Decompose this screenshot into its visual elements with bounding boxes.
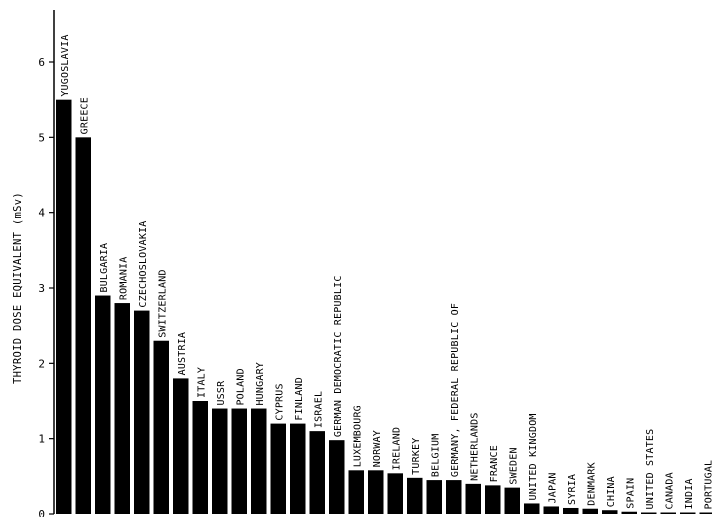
bar: [95, 295, 111, 514]
bar-label: TURKEY: [411, 438, 422, 475]
bar-label: SYRIA: [567, 474, 578, 505]
bar-label: GERMAN DEMOCRATIC REPUBLIC: [333, 275, 344, 437]
bar: [329, 440, 345, 514]
bar-label: SWEDEN: [508, 447, 519, 484]
bar: [641, 512, 657, 514]
bar-label: DENMARK: [586, 462, 597, 506]
bar: [114, 303, 130, 514]
bars: [56, 99, 712, 515]
bar: [699, 512, 712, 514]
bar-label: UNITED STATES: [645, 429, 656, 510]
bar: [75, 137, 91, 515]
y-tick-label: 4: [38, 207, 45, 220]
bar-label: FRANCE: [489, 445, 500, 482]
bar-label: HUNGARY: [255, 362, 266, 406]
bar: [153, 340, 169, 514]
y-tick-label: 2: [38, 357, 45, 370]
bar: [212, 408, 228, 514]
bar-label: USSR: [216, 380, 227, 406]
bar: [368, 470, 384, 514]
bar: [582, 508, 598, 514]
bar: [231, 408, 247, 514]
bar-label: GERMANY, FEDERAL REPUBLIC OF: [450, 303, 461, 477]
bar-labels: YUGOSLAVIA GREECE BULGARIA ROMANIA CZECHOSLO…: [60, 34, 712, 509]
bar-label: JAPAN: [547, 472, 558, 503]
bar: [485, 485, 501, 514]
y-axis-title: THYROID DOSE EQUIVALENT (mSv): [12, 192, 24, 384]
bar-label: LUXEMBOURG: [352, 405, 363, 467]
bar-label: AUSTRIA: [177, 332, 188, 376]
bar-label: SWITZERLAND: [157, 269, 168, 337]
bar-label: SPAIN: [625, 478, 636, 509]
bar: [680, 512, 696, 514]
bar: [134, 310, 150, 514]
bar-label: PORTUGAL: [703, 460, 712, 510]
bar-label: INDIA: [684, 478, 695, 509]
bar-label: UNITED KINGDOM: [528, 413, 539, 500]
bar: [465, 483, 481, 514]
bar: [543, 506, 559, 514]
bar: [602, 510, 618, 514]
y-tick-label: 6: [38, 56, 45, 69]
bar: [524, 503, 540, 514]
bar-label: NORWAY: [372, 430, 383, 467]
bar: [192, 401, 208, 514]
bar: [270, 423, 286, 514]
y-tick-label: 5: [38, 131, 45, 144]
bar-label: FINLAND: [294, 377, 305, 421]
bar-label: ROMANIA: [118, 257, 129, 301]
bar-label: POLAND: [235, 368, 246, 405]
bar-label: ITALY: [196, 367, 207, 398]
y-tick-label: 1: [38, 433, 45, 446]
bar: [621, 511, 637, 514]
bar: [504, 487, 520, 514]
bar: [660, 512, 676, 514]
bar-label: GREECE: [79, 97, 90, 134]
bar: [387, 473, 403, 514]
bar-label: YUGOSLAVIA: [60, 34, 71, 96]
y-tick-label: 0: [38, 508, 45, 517]
bar: [290, 423, 306, 514]
bar-label: CZECHOSLOVAKIA: [138, 221, 149, 308]
bar-label: NETHERLANDS: [469, 412, 480, 480]
y-tick-label: 3: [38, 282, 45, 295]
bar-label: BULGARIA: [99, 243, 110, 293]
bar: [251, 408, 267, 514]
bar-label: BELGIUM: [430, 434, 441, 478]
bar-label: IRELAND: [391, 427, 402, 471]
bar-label: CYPRUS: [274, 383, 285, 420]
bar: [446, 480, 462, 514]
y-ticks: 0 1 2 3 4 5 6: [38, 56, 54, 517]
bar: [56, 99, 72, 515]
bar: [426, 480, 442, 514]
bar-label: CHINA: [606, 476, 617, 507]
bar: [309, 431, 325, 514]
bar: [563, 507, 579, 514]
bar: [407, 477, 423, 514]
bar: [348, 470, 364, 514]
bar-label: ISRAEL: [313, 391, 324, 428]
bar: [173, 378, 189, 514]
bar-label: CANADA: [664, 472, 675, 509]
